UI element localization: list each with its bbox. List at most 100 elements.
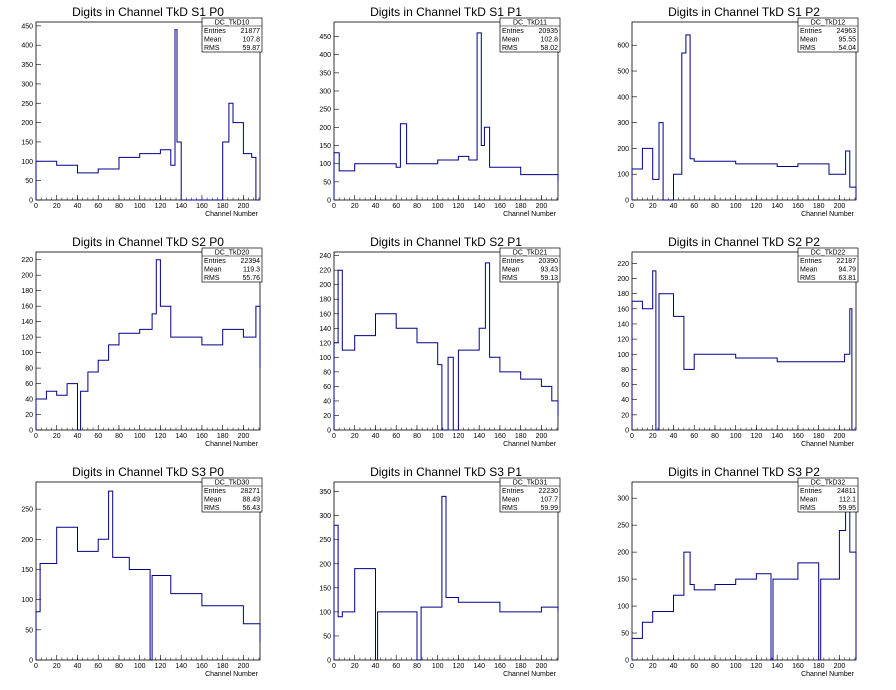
y-tick-label: 250 bbox=[617, 523, 629, 530]
y-tick-label: 100 bbox=[319, 355, 331, 362]
stats-value: 59.87 bbox=[242, 45, 260, 52]
histogram-panel: Digits in Channel TkD S2 P1 0 20 40 60 80 100 1… bbox=[319, 235, 561, 448]
y-tick-label: 140 bbox=[319, 326, 331, 333]
x-tick-label: 200 bbox=[238, 433, 250, 440]
x-tick-label: 160 bbox=[792, 203, 804, 210]
stats-value: 28271 bbox=[241, 488, 261, 495]
y-tick-label: 50 bbox=[25, 178, 33, 185]
x-tick-label: 100 bbox=[730, 433, 742, 440]
x-axis-label: Channel Number bbox=[205, 441, 259, 448]
stats-value: 59.13 bbox=[540, 275, 558, 282]
x-tick-label: 100 bbox=[134, 663, 146, 670]
y-tick-label: 100 bbox=[319, 161, 331, 168]
y-tick-label: 40 bbox=[323, 398, 331, 405]
y-tick-label: 450 bbox=[319, 34, 331, 41]
chart-title: Digits in Channel TkD S3 P1 bbox=[370, 465, 522, 479]
x-tick-label: 100 bbox=[432, 663, 444, 670]
x-tick-label: 40 bbox=[670, 203, 678, 210]
stats-value: 95.55 bbox=[838, 37, 856, 44]
x-tick-label: 40 bbox=[670, 433, 678, 440]
y-tick-label: 300 bbox=[319, 89, 331, 96]
stats-label: RMS bbox=[204, 275, 220, 282]
histogram-line bbox=[631, 270, 856, 431]
x-axis-label: Channel Number bbox=[801, 671, 855, 678]
y-tick-label: 0 bbox=[29, 198, 33, 205]
x-tick-label: 160 bbox=[196, 203, 208, 210]
y-tick-label: 600 bbox=[617, 43, 629, 50]
x-tick-label: 60 bbox=[392, 663, 400, 670]
x-tick-label: 180 bbox=[217, 203, 229, 210]
y-tick-label: 450 bbox=[21, 23, 33, 30]
histogram-line bbox=[333, 495, 559, 661]
x-tick-label: 140 bbox=[473, 203, 485, 210]
x-tick-label: 60 bbox=[392, 433, 400, 440]
y-tick-label: 100 bbox=[21, 159, 33, 166]
y-tick-label: 120 bbox=[21, 335, 33, 342]
y-tick-label: 20 bbox=[323, 413, 331, 420]
y-tick-label: 200 bbox=[617, 550, 629, 557]
x-tick-label: 180 bbox=[813, 433, 825, 440]
x-tick-label: 100 bbox=[134, 433, 146, 440]
x-tick-label: 200 bbox=[834, 663, 846, 670]
y-tick-label: 220 bbox=[319, 268, 331, 275]
histogram-panel: Digits in Channel TkD S3 P2 0 20 40 60 80 100 1… bbox=[617, 465, 859, 678]
stats-label: Mean bbox=[800, 267, 818, 274]
y-tick-label: 0 bbox=[327, 658, 331, 665]
y-tick-label: 350 bbox=[319, 489, 331, 496]
x-tick-label: 160 bbox=[792, 433, 804, 440]
y-tick-label: 400 bbox=[617, 94, 629, 101]
y-tick-label: 100 bbox=[21, 350, 33, 357]
stats-value: 54.04 bbox=[838, 45, 856, 52]
y-tick-label: 200 bbox=[21, 273, 33, 280]
stats-value: 21877 bbox=[241, 28, 261, 35]
stats-label: Mean bbox=[502, 267, 520, 274]
x-tick-label: 0 bbox=[630, 663, 634, 670]
y-tick-label: 250 bbox=[319, 107, 331, 114]
x-tick-label: 80 bbox=[711, 433, 719, 440]
x-tick-label: 40 bbox=[372, 663, 380, 670]
histogram-line bbox=[631, 497, 857, 661]
y-tick-label: 160 bbox=[319, 311, 331, 318]
x-tick-label: 140 bbox=[771, 663, 783, 670]
x-axis-label: Channel Number bbox=[503, 441, 557, 448]
stats-label: RMS bbox=[204, 505, 220, 512]
x-tick-label: 160 bbox=[792, 663, 804, 670]
stats-value: 56.43 bbox=[242, 505, 260, 512]
y-tick-label: 350 bbox=[21, 62, 33, 69]
stats-value: 107.7 bbox=[540, 497, 558, 504]
y-tick-label: 50 bbox=[25, 627, 33, 634]
stats-name: DC_TkD11 bbox=[513, 20, 547, 27]
x-tick-label: 80 bbox=[115, 203, 123, 210]
y-tick-label: 250 bbox=[319, 537, 331, 544]
x-tick-label: 120 bbox=[155, 433, 167, 440]
x-tick-label: 40 bbox=[670, 663, 678, 670]
y-tick-label: 140 bbox=[617, 321, 629, 328]
x-tick-label: 180 bbox=[515, 663, 527, 670]
histogram-line bbox=[35, 259, 261, 431]
stats-name: DC_TkD10 bbox=[215, 20, 250, 27]
x-tick-label: 60 bbox=[94, 203, 102, 210]
y-tick-label: 220 bbox=[617, 261, 629, 268]
y-tick-label: 250 bbox=[21, 507, 33, 514]
chart-title: Digits in Channel TkD S3 P2 bbox=[668, 465, 820, 479]
histogram-panel: Digits in Channel TkD S2 P0 0 20 40 60 80 100 1… bbox=[21, 235, 263, 448]
stats-value: 58.02 bbox=[540, 45, 558, 52]
chart-title: Digits in Channel TkD S1 P1 bbox=[370, 5, 522, 19]
plot-frame bbox=[35, 21, 261, 201]
x-tick-label: 20 bbox=[649, 433, 657, 440]
chart-title: Digits in Channel TkD S2 P2 bbox=[668, 235, 820, 249]
x-tick-label: 200 bbox=[238, 203, 250, 210]
chart-title: Digits in Channel TkD S2 P1 bbox=[370, 235, 522, 249]
y-tick-label: 50 bbox=[621, 631, 629, 638]
stats-label: Entries bbox=[204, 488, 226, 495]
stats-box bbox=[499, 17, 561, 53]
y-tick-label: 300 bbox=[21, 81, 33, 88]
x-tick-label: 80 bbox=[413, 203, 421, 210]
stats-value: 22187 bbox=[837, 258, 857, 265]
y-tick-label: 80 bbox=[621, 367, 629, 374]
y-tick-label: 150 bbox=[21, 139, 33, 146]
x-tick-label: 40 bbox=[74, 433, 82, 440]
y-tick-label: 200 bbox=[319, 282, 331, 289]
x-tick-label: 80 bbox=[711, 203, 719, 210]
x-tick-label: 120 bbox=[453, 433, 465, 440]
